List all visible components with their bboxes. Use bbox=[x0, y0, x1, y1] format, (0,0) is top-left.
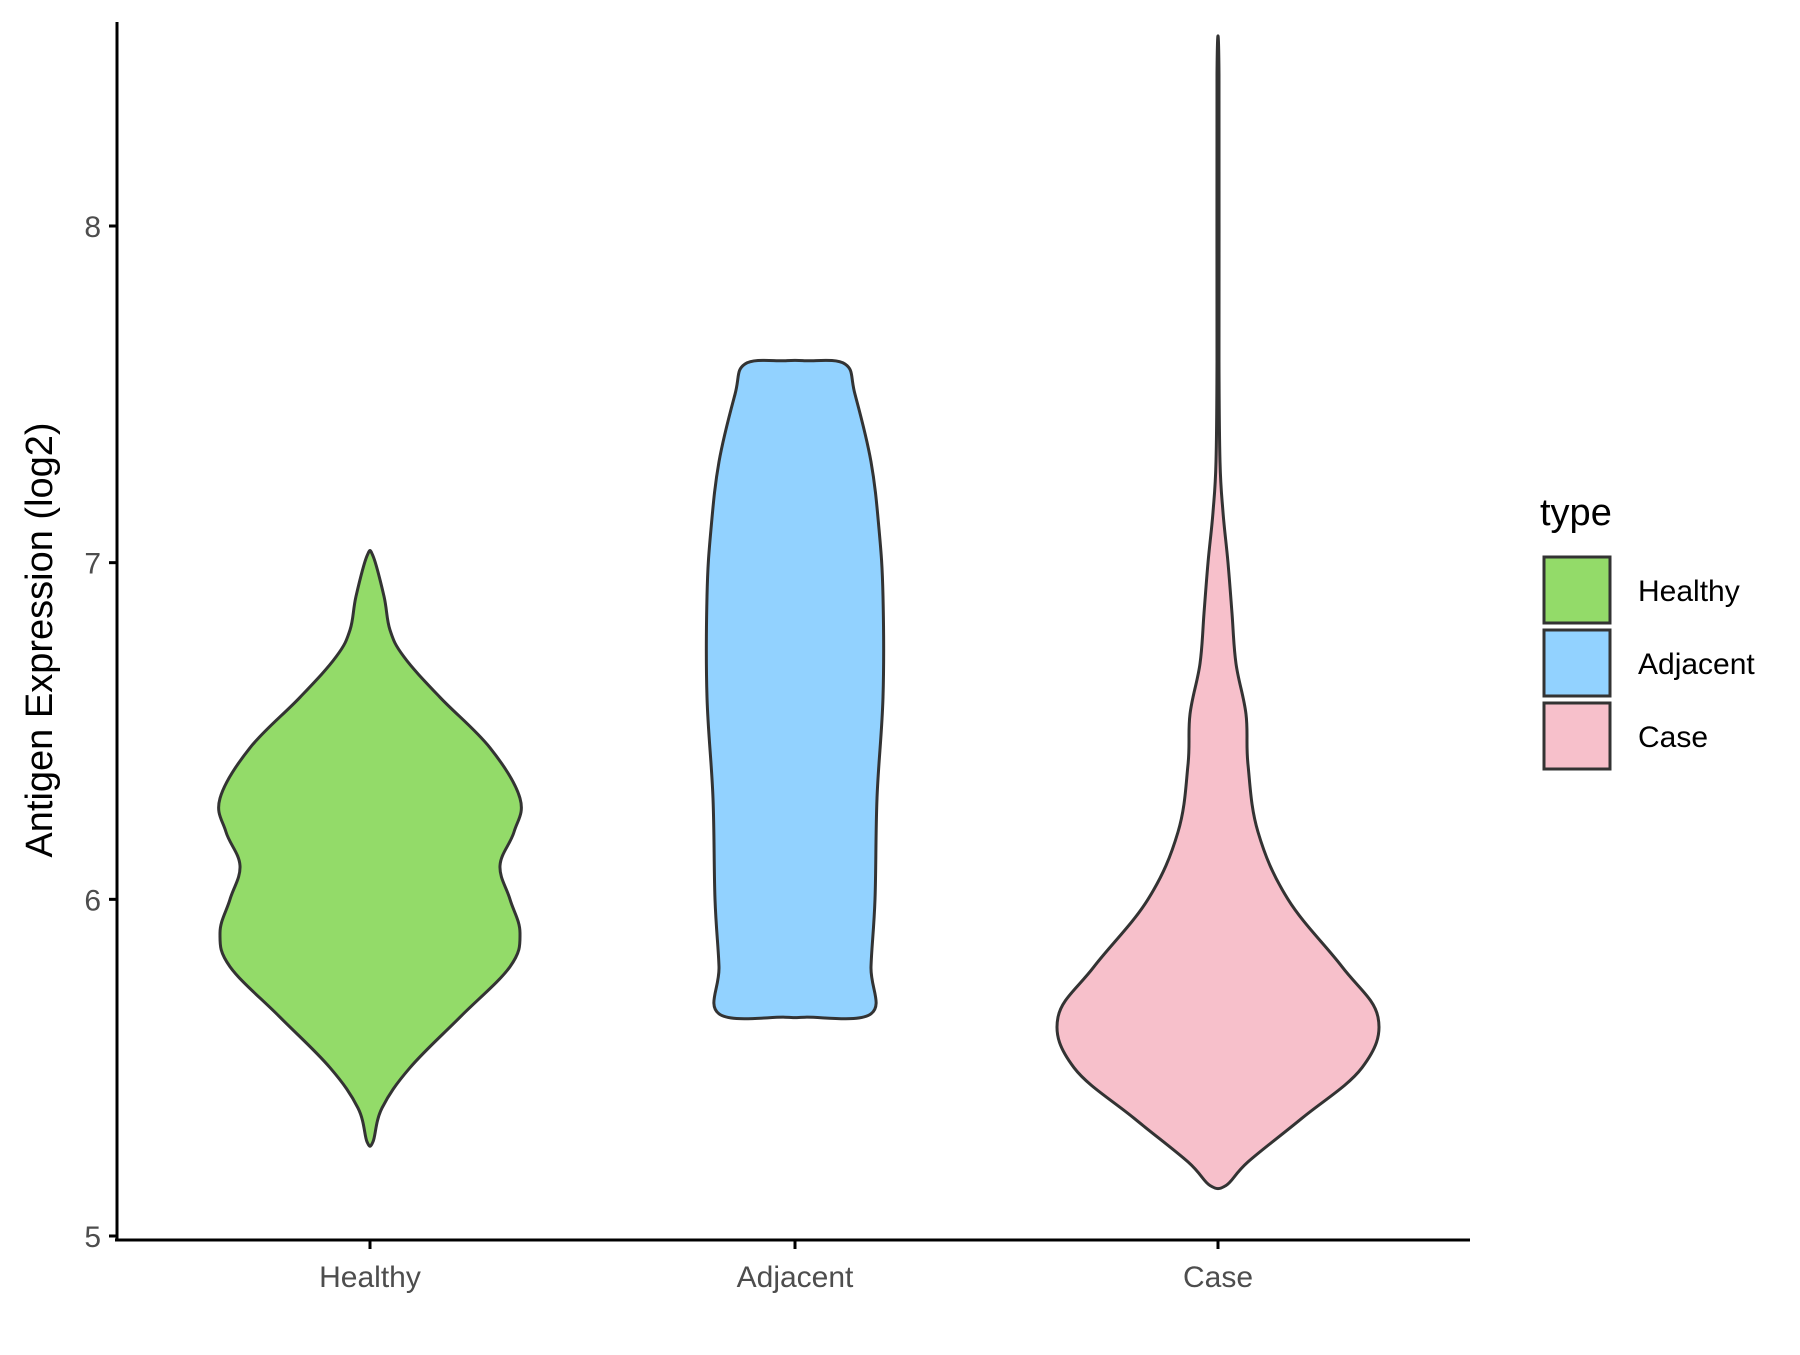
legend-label-adjacent: Adjacent bbox=[1638, 648, 1755, 681]
violin-healthy bbox=[217, 549, 523, 1148]
y-tick-label: 7 bbox=[84, 548, 101, 581]
violin-layer bbox=[217, 34, 1381, 1191]
y-tick-label: 5 bbox=[84, 1221, 101, 1254]
legend-label-healthy: Healthy bbox=[1638, 575, 1740, 608]
legend: type Healthy Adjacent Case bbox=[1540, 492, 1755, 771]
x-tick-label: Adjacent bbox=[737, 1261, 854, 1294]
y-axis-title: Antigen Expression (log2) bbox=[19, 422, 61, 857]
legend-swatch-case bbox=[1542, 701, 1612, 771]
violin-adjacent bbox=[704, 358, 886, 1021]
x-axis: Healthy Adjacent Case bbox=[115, 1238, 1470, 1294]
y-tick-label: 6 bbox=[84, 884, 101, 917]
x-tick-label: Healthy bbox=[319, 1261, 421, 1294]
y-axis: 5 6 7 8 bbox=[84, 22, 119, 1254]
legend-title: type bbox=[1540, 492, 1612, 534]
x-tick-label: Case bbox=[1183, 1261, 1253, 1294]
legend-swatch-adjacent bbox=[1542, 628, 1612, 698]
legend-swatch-healthy bbox=[1542, 555, 1612, 625]
violin-case bbox=[1055, 34, 1381, 1191]
y-tick-label: 8 bbox=[84, 211, 101, 244]
legend-label-case: Case bbox=[1638, 721, 1708, 754]
